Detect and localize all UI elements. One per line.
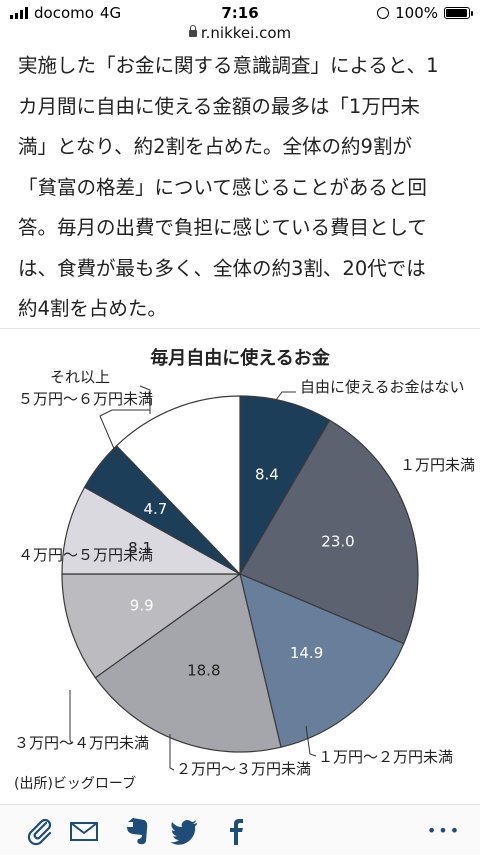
slice-category-label: ２万円～３万円未満 — [176, 760, 311, 778]
status-right: 100% — [377, 4, 473, 22]
article-line: 約4割を占めた。 — [18, 297, 167, 320]
slice-category-label: １万円～２万円未満 — [318, 748, 453, 766]
leader-line — [275, 391, 296, 401]
network-label: 4G — [99, 4, 122, 22]
pie-slice — [61, 486, 243, 575]
leader-line — [99, 409, 150, 459]
leader-line — [69, 690, 73, 745]
slice-category-label: 自由に使えるお金はない — [300, 378, 465, 396]
facebook-icon[interactable] — [218, 813, 254, 849]
category-labels: 自由に使えるお金はない １万円未満 １万円～２万円未満 ２万円～３万円未満 ３万円～４万… — [14, 368, 475, 778]
more-button[interactable]: ••• — [424, 813, 464, 849]
article-line: は、食費が最も多く、全体の約3割、20代では — [18, 256, 426, 280]
chart-title: 毎月自由に使えるお金 — [150, 347, 330, 369]
slice-category-label: それ以上 — [50, 368, 110, 386]
pie-slice — [239, 419, 419, 645]
slice-value-label: 8.1 — [128, 539, 152, 557]
url-text: r.nikkei.com — [200, 24, 292, 42]
slice-value-label: 14.9 — [290, 644, 323, 662]
pie-slice — [239, 395, 331, 577]
slice-value-label: 9.9 — [130, 597, 154, 615]
mail-icon[interactable] — [66, 813, 102, 849]
article-line: 答。毎月の出費で負担に感じている費目として — [18, 216, 427, 239]
clock: 7:16 — [221, 4, 259, 22]
pie-slice — [61, 573, 242, 679]
slice-value-label: 18.8 — [187, 662, 220, 680]
url-bar[interactable]: r.nikkei.com — [0, 24, 480, 46]
evernote-icon[interactable] — [118, 813, 154, 849]
lock-icon — [188, 25, 197, 37]
article-body: 実施した「お金に関する意識調査」によると、1 カ月間に自由に使える金額の最多は「… — [18, 46, 470, 330]
value-labels: 8.4 23.0 14.9 18.8 9.9 8.1 4.7 — [128, 465, 355, 679]
pie-slice — [239, 572, 405, 748]
twitter-icon[interactable] — [166, 813, 202, 849]
share-toolbar: ••• — [0, 804, 480, 855]
attach-icon[interactable] — [22, 813, 58, 849]
slice-category-label: ５万円～６万円未満 — [18, 390, 153, 408]
signal-icon — [10, 7, 28, 19]
article-line: 満」となり、約2割を占めた。全体の約9割が — [18, 135, 412, 158]
article-line: カ月間に自由に使える金額の最多は「1万円未 — [18, 94, 420, 118]
pie-slice — [94, 572, 282, 753]
pie-slice — [115, 395, 241, 576]
slice-category-label: ３万円～４万円未満 — [14, 734, 149, 752]
slice-value-label: 4.7 — [143, 500, 167, 518]
slice-value-label: 23.0 — [321, 532, 354, 550]
status-left: docomo 4G — [10, 4, 121, 22]
pie-slices — [61, 395, 419, 753]
leader-lines — [69, 385, 317, 771]
rotation-lock-icon — [377, 7, 390, 19]
slice-category-label: ４万円～５万円未満 — [18, 546, 153, 564]
leader-line — [169, 734, 175, 771]
leader-line — [139, 385, 151, 414]
battery-fill — [446, 9, 467, 17]
more-icon: ••• — [426, 821, 462, 840]
leader-line — [305, 725, 317, 757]
chart-source: (出所)ビッグローブ — [14, 775, 136, 792]
slice-category-label: １万円未満 — [400, 456, 475, 474]
pie-chart: 毎月自由に使えるお金 8.4 23.0 14.9 18.8 9.9 8.1 4.7 自由に使… — [14, 347, 475, 792]
divider — [0, 328, 480, 329]
battery-percent: 100% — [395, 4, 438, 22]
status-bar: docomo 4G 7:16 100% — [0, 0, 480, 26]
battery-icon — [444, 7, 473, 19]
article-line: 実施した「お金に関する意識調査」によると、1 — [18, 54, 439, 77]
article-line: 「貧富の格差」について感じることがあると回 — [18, 175, 427, 199]
slice-value-label: 8.4 — [255, 465, 279, 483]
carrier-label: docomo — [34, 4, 94, 22]
